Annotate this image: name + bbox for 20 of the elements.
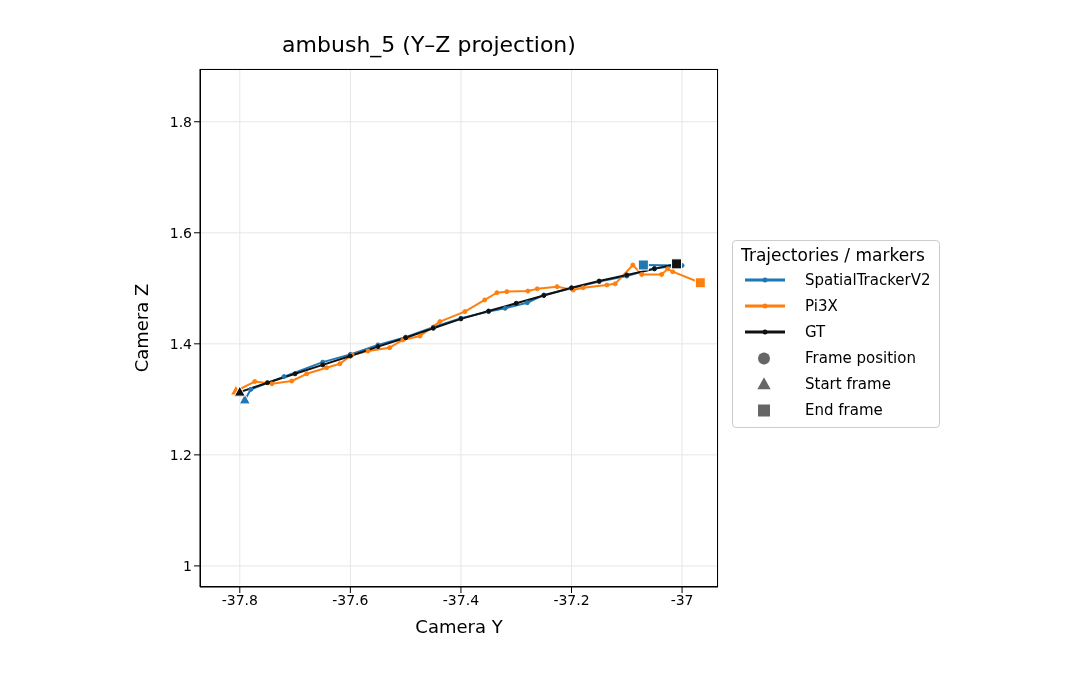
- x-tick-label: -37: [670, 591, 694, 608]
- text: Frame position: [805, 349, 916, 367]
- x-axis-title: Camera Y: [415, 616, 504, 637]
- legend-label: GT: [805, 323, 826, 341]
- x-tick-label: -37.6: [332, 591, 369, 608]
- y-tick-label: 1.8: [169, 113, 192, 130]
- legend-title: Trajectories / markers: [741, 245, 926, 265]
- y-tick-label: 1: [183, 557, 192, 574]
- legend-label: SpatialTrackerV2: [805, 271, 931, 289]
- x-tick-label: -37.8: [221, 591, 258, 608]
- y-tick-label: 1.4: [169, 335, 193, 352]
- y-tick-label: 1.6: [169, 224, 193, 241]
- y-axis-title: Camera Z: [131, 283, 153, 373]
- text: End frame: [805, 401, 883, 419]
- text: Start frame: [805, 375, 891, 393]
- x-tick-label: -37.4: [442, 591, 480, 608]
- legend-label: Pi3X: [805, 297, 838, 315]
- y-tick-label: 1.2: [169, 446, 192, 463]
- chart-title: ambush_5 (Y–Z projection): [281, 32, 577, 57]
- x-tick-label: -37.2: [553, 591, 590, 608]
